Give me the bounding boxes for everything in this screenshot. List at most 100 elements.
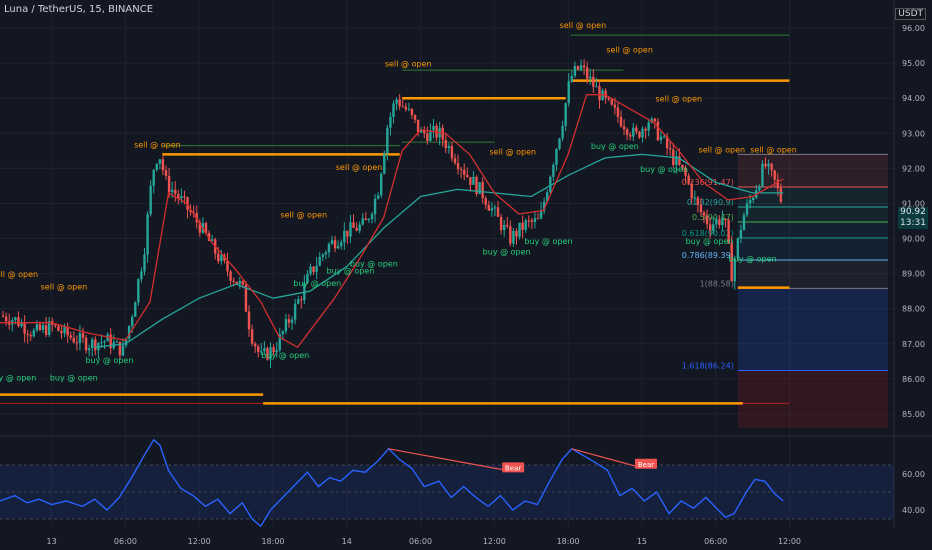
candle-body [180,196,183,199]
candle-body [250,329,254,344]
candle-body [690,183,693,199]
candle-body [613,104,617,108]
candle-body [183,196,186,198]
candle-body [542,201,546,211]
candle-body [509,226,512,244]
time-axis-label: 14 [342,537,352,546]
price-axis-label: 96.00 [902,24,925,33]
candle-body [490,208,494,211]
candle-body [622,126,626,130]
candle-body [426,133,429,141]
candle-body [466,174,469,178]
candle-body [484,198,487,206]
candle-body [54,324,57,326]
time-axis-label: 15 [637,537,647,546]
candle-body [558,138,561,149]
buy-signal-label: buy @ open [686,237,734,246]
candle-body [736,238,740,259]
candle-body [681,164,684,168]
candle-body [647,122,650,131]
candle-body [696,197,700,205]
candle-body [20,323,23,327]
fib-level-label: 0.382(90.9) [687,198,734,207]
candle-body [665,136,669,149]
candle-body [17,317,20,327]
candle-body [552,164,555,177]
candle-body [407,108,411,110]
candle-body [41,325,45,330]
candle-body [60,330,63,334]
candle-body [776,179,779,189]
time-axis-label: 12:00 [188,537,211,546]
candle-body [287,319,291,323]
candle-body [607,97,610,100]
sell-signal-label: sell @ open [489,147,536,156]
current-price-value: 90.92 [900,207,926,217]
candle-body [773,170,776,180]
price-axis-label: 90.00 [902,235,925,244]
candle-body [318,256,321,266]
sell-signal-label: sell @ open [560,21,607,30]
currency-label[interactable]: USDT [895,8,926,20]
candle-body [779,188,783,202]
candle-body [604,90,607,98]
candle-body [370,214,374,220]
candle-body [29,335,32,337]
candle-body [26,333,29,336]
price-axis-label: 93.00 [902,129,925,138]
candle-body [629,134,632,137]
candle-body [555,148,558,165]
candle-body [266,348,269,360]
candle-body [413,114,417,120]
candle-body [204,223,208,234]
candle-body [4,316,8,322]
rsi-line [0,438,784,528]
sell-signal-label: sell @ open [385,60,432,69]
candle-body [573,66,577,76]
candle-body [579,65,583,70]
candle-body [238,281,241,285]
time-axis-label: 06:00 [114,537,137,546]
candle-body [764,163,767,167]
candle-body [712,224,715,231]
candle-body [582,65,586,68]
candle-body [263,348,266,352]
candle-body [78,333,82,343]
candle-body [463,169,466,175]
candle-body [481,182,484,199]
candle-body [506,224,509,227]
candle-body [386,127,389,154]
candle-body [392,103,395,117]
candle-body [715,219,718,225]
bear-signal-badge [634,458,657,469]
candle-body [539,210,543,219]
candle-body [127,325,131,339]
candle-body [235,281,238,285]
candle-body [137,279,140,303]
candle-body [260,351,263,353]
candle-body [376,195,380,199]
candle-body [576,66,580,70]
candle-body [146,214,149,255]
fib-zone [737,259,888,289]
candle-body [47,321,51,335]
candle-body [75,342,79,344]
candle-body [140,271,143,280]
candle-body [730,242,733,282]
sell-signal-label: sell @ open [606,46,653,55]
candle-body [398,99,401,107]
candle-body [312,266,315,273]
candle-body [57,325,60,331]
candle-body [367,219,371,221]
candle-body [650,118,653,123]
candle-body [336,245,340,249]
candle-body [475,176,478,194]
fib-level-label: 1.618(86.24) [682,361,734,370]
time-axis-label: 12:00 [778,537,801,546]
buy-signal-label: buy @ open [350,260,398,269]
candle-body [343,230,346,243]
candle-body [161,159,165,171]
candle-body [739,230,743,239]
candle-body [469,177,472,185]
candle-body [678,156,681,165]
